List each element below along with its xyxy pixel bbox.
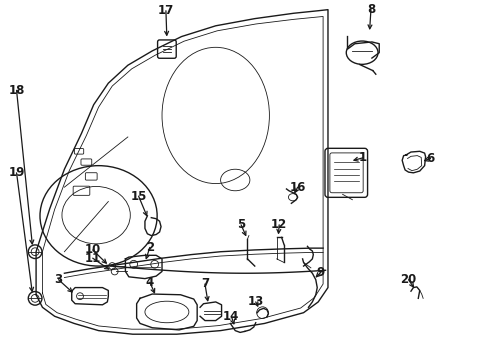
Text: 11: 11 [85, 252, 101, 265]
Text: 20: 20 [400, 273, 416, 286]
Text: 18: 18 [8, 84, 25, 97]
Text: 4: 4 [146, 276, 154, 289]
Text: 2: 2 [146, 241, 154, 254]
Text: 1: 1 [359, 151, 367, 164]
Text: 10: 10 [85, 243, 101, 256]
Text: 13: 13 [247, 296, 264, 309]
Text: 14: 14 [223, 310, 240, 323]
Text: 12: 12 [271, 218, 287, 231]
Text: 8: 8 [367, 3, 375, 16]
Text: 16: 16 [290, 181, 306, 194]
Text: 7: 7 [201, 278, 209, 291]
Text: 19: 19 [8, 166, 25, 179]
Text: 6: 6 [426, 152, 435, 165]
Text: 15: 15 [130, 190, 147, 203]
Text: 3: 3 [54, 273, 63, 286]
Text: 5: 5 [237, 218, 245, 231]
Text: 17: 17 [158, 4, 174, 17]
Text: 9: 9 [317, 266, 325, 279]
